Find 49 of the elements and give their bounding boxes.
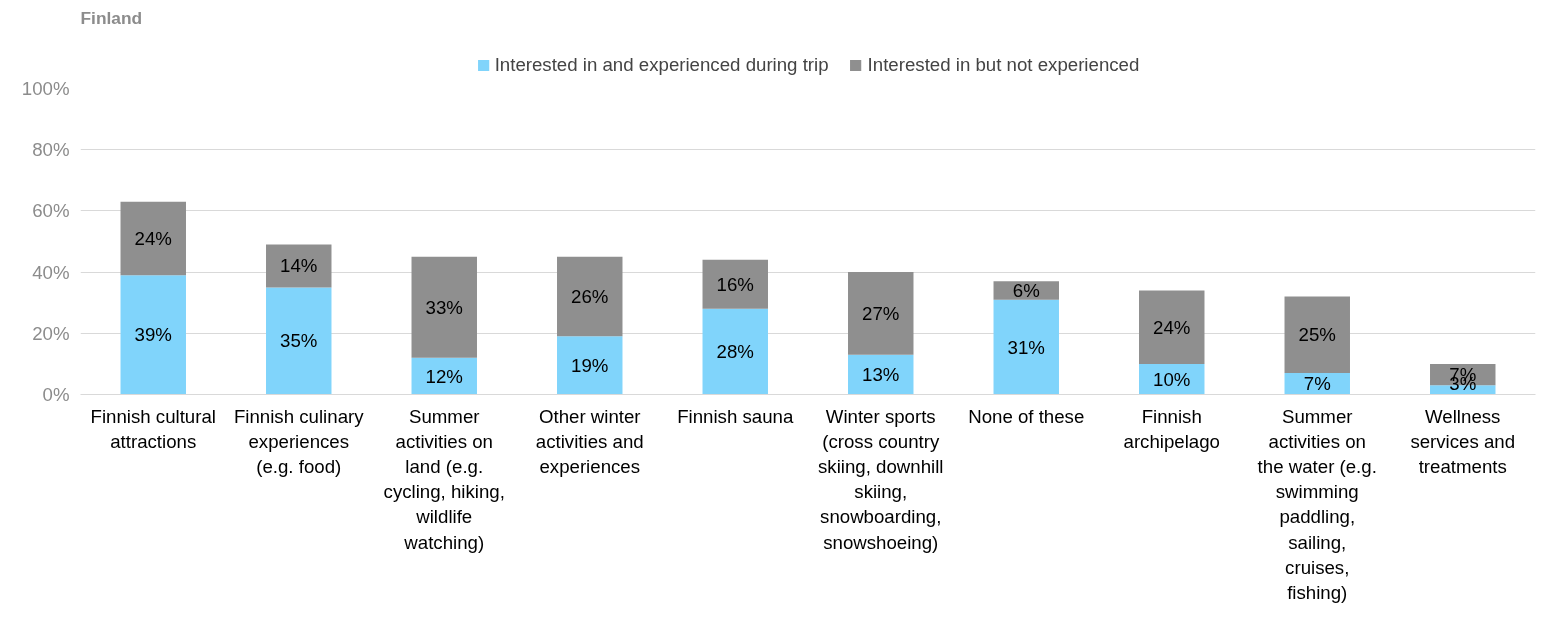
legend-label: Interested in and experienced during trip: [494, 54, 829, 76]
data-label: 12%: [425, 365, 463, 387]
x-tick-label: Finnish cultural attractions: [90, 405, 216, 452]
y-tick-label: 40%: [32, 261, 70, 283]
data-label: 31%: [1007, 336, 1045, 358]
data-label: 13%: [862, 364, 900, 386]
bar: [557, 336, 623, 395]
bar: [702, 259, 768, 309]
legend-label: Interested in but not experienced: [867, 54, 1140, 76]
bar: [411, 256, 477, 358]
data-label: 24%: [134, 227, 172, 249]
x-tick-label: Other winter activities and experiences: [535, 405, 644, 477]
data-label: 14%: [280, 255, 318, 277]
data-label: 35%: [280, 330, 318, 352]
bar: [120, 275, 186, 395]
data-label: 10%: [1153, 368, 1191, 390]
data-label: 28%: [716, 341, 754, 363]
y-tick-label: 80%: [32, 139, 70, 161]
x-tick-label: Winter sports (cross country skiing, downhill skiing, snowboarding, snowshoeing): [818, 405, 944, 553]
bar: [1284, 296, 1350, 374]
bar: [266, 287, 332, 395]
data-label: 7%: [1303, 373, 1331, 394]
bar: [993, 299, 1059, 395]
data-label: 33%: [425, 296, 463, 318]
data-label: 6%: [1012, 279, 1040, 301]
chart-title: Finland: [80, 7, 143, 28]
y-tick-label: 100%: [21, 78, 70, 99]
y-tick-label: 0%: [42, 384, 70, 405]
y-tick-label: 60%: [32, 200, 70, 222]
bar: [120, 201, 186, 276]
x-tick-label: Summer activities on the water (e.g. swimming paddling, sailing, cruises, fishing): [1257, 405, 1377, 603]
bar: [1139, 290, 1205, 364]
data-label: 25%: [1298, 324, 1336, 346]
data-label: 26%: [571, 286, 609, 308]
data-label: 24%: [1153, 316, 1191, 338]
data-label: 16%: [716, 273, 754, 295]
bar: [702, 308, 768, 395]
x-tick-label: Wellness services and treatments: [1410, 405, 1516, 477]
data-label: 27%: [862, 302, 900, 324]
x-tick-label: None of these: [968, 405, 1085, 427]
data-label: 39%: [134, 324, 172, 346]
bar: [848, 272, 914, 355]
data-label: 19%: [571, 354, 609, 376]
x-tick-label: Finnish archipelago: [1123, 405, 1220, 452]
x-tick-label: Finnish culinary experiences (e.g. food): [233, 405, 365, 477]
bar: [557, 256, 623, 337]
y-tick-label: 20%: [32, 322, 70, 344]
x-tick-label: Finnish sauna: [677, 405, 794, 427]
x-tick-label: Summer activities on land (e.g. cycling, hiking, wildlife watching): [383, 405, 505, 553]
